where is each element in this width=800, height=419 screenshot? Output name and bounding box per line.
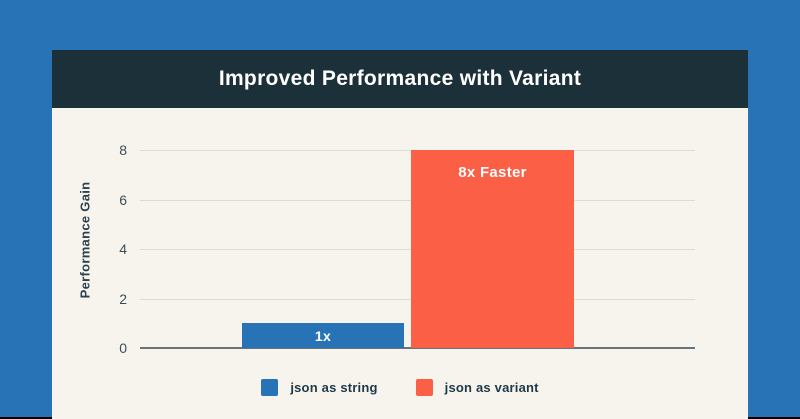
bar-value-label: 8x Faster bbox=[458, 164, 527, 181]
chart-header: Improved Performance with Variant bbox=[52, 50, 748, 108]
y-tick-label: 0 bbox=[119, 340, 127, 356]
bar-json-as-string: 1x bbox=[242, 323, 404, 348]
bar-value-label: 1x bbox=[314, 327, 332, 344]
chart-legend: json as string json as variant bbox=[52, 379, 748, 396]
bar-json-as-variant: 8x Faster bbox=[411, 150, 574, 348]
legend-label: json as string bbox=[290, 380, 378, 395]
chart-card: Improved Performance with Variant Perfor… bbox=[52, 50, 748, 419]
plot-area: 1x 8x Faster 0 2 4 6 8 bbox=[119, 142, 695, 356]
chart-title: Improved Performance with Variant bbox=[218, 67, 582, 90]
y-tick-label: 2 bbox=[119, 290, 127, 307]
y-tick-label: 4 bbox=[119, 241, 127, 257]
legend-swatch-orange bbox=[415, 379, 433, 396]
y-axis-label: Performance Gain bbox=[77, 181, 93, 299]
x-axis-baseline bbox=[140, 347, 695, 349]
legend-swatch-blue bbox=[261, 379, 279, 396]
y-tick-label: 6 bbox=[119, 191, 127, 208]
legend-item-json-as-string: json as string bbox=[261, 379, 377, 396]
legend-item-json-as-variant: json as variant bbox=[415, 379, 539, 396]
y-tick-label: 8 bbox=[119, 142, 127, 158]
bar-chart: Performance Gain 1x 8x Faster 0 2 4 6 8 json… bbox=[52, 108, 748, 419]
legend-label: json as variant bbox=[444, 380, 539, 395]
